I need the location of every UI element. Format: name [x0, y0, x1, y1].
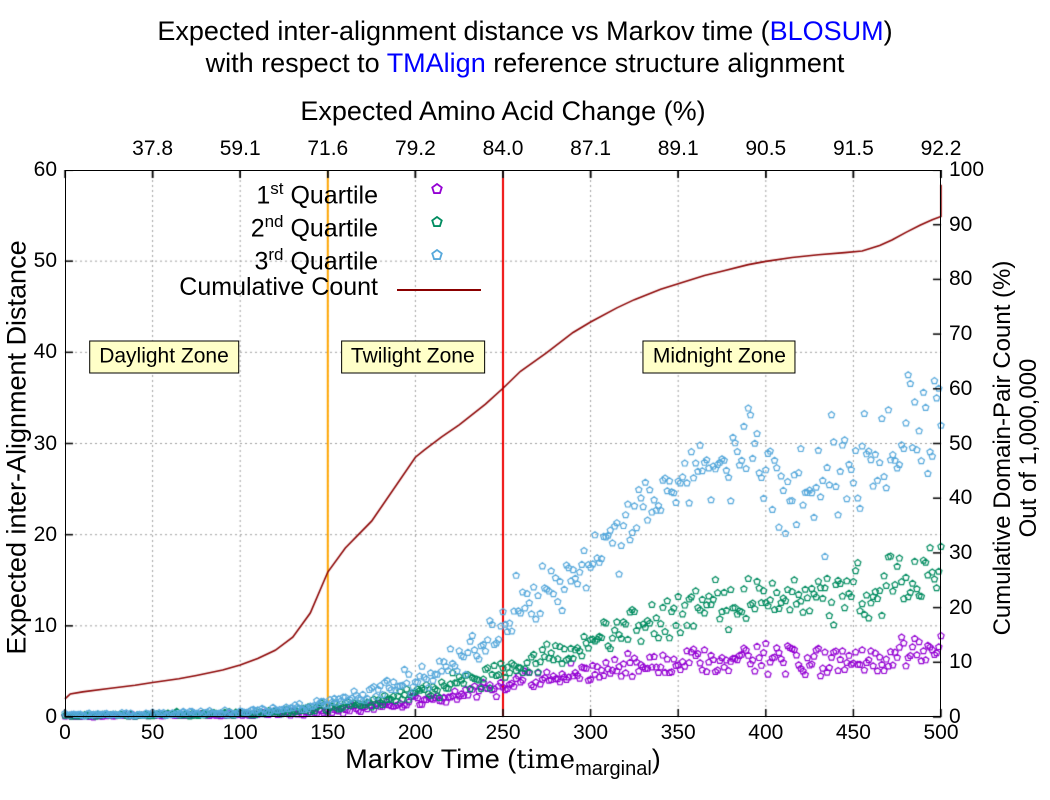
bottom-axis-label-pre: Markov Time ( — [345, 744, 517, 774]
x-axis-tick-label: 250 — [485, 721, 521, 744]
x-axis-tick-label: 500 — [923, 721, 959, 744]
right-axis-label-line2: Out of 1,000,000 — [1015, 358, 1042, 538]
x-axis-tick-label: 150 — [310, 721, 346, 744]
legend-marker-pentagon — [431, 248, 443, 260]
zone-label-twilight: Twilight Zone — [340, 340, 485, 374]
bottom-axis-label-post: ) — [651, 744, 661, 774]
legend-marker-pentagon — [431, 215, 443, 227]
legend-entry-1st-quartile: 1st Quartile — [256, 179, 378, 210]
x-axis-tick-label: 400 — [748, 721, 784, 744]
x-axis-tick-label: 450 — [835, 721, 871, 744]
x-axis-tick-label: 100 — [222, 721, 258, 744]
x-axis-tick-label: 350 — [660, 721, 696, 744]
title-accent-tmalign: TMAlign — [386, 48, 486, 78]
top-axis-tick-label: 71.6 — [307, 137, 349, 160]
right-axis-tick-label: 80 — [949, 267, 973, 291]
top-axis-tick-label: 92.2 — [920, 137, 962, 160]
top-axis-tick-label: 37.8 — [132, 137, 174, 160]
title-text: Expected inter-alignment distance vs Mar… — [157, 16, 770, 46]
title-text: reference structure alignment — [485, 48, 845, 78]
top-axis-tick-label: 91.5 — [832, 137, 874, 160]
right-axis-label-line1: Cumulative Domain-Pair Count (%) — [989, 260, 1016, 636]
right-axis-tick-label: 50 — [949, 431, 973, 455]
legend-entry-2nd-quartile: 2nd Quartile — [250, 212, 378, 243]
legend-entry-cumulative-count: Cumulative Count — [179, 273, 378, 301]
top-axis-tick-label: 90.5 — [745, 137, 787, 160]
chart-title-line2: with respect to TMAlign reference struct… — [0, 48, 1050, 79]
plot-canvas — [59, 170, 947, 727]
bottom-axis-label-subscript: marginal — [575, 758, 652, 780]
left-axis-tick-label: 60 — [33, 158, 57, 181]
left-axis-tick-label: 20 — [33, 522, 57, 546]
right-axis-tick-label: 0 — [949, 705, 961, 728]
top-axis-tick-label: 79.2 — [394, 137, 436, 160]
zone-label-daylight: Daylight Zone — [89, 340, 239, 374]
title-text: ) — [883, 16, 893, 46]
bottom-axis-label: Markov Time (timemarginal) — [0, 744, 1006, 781]
legend-marker-pentagon — [431, 182, 443, 194]
top-axis-tick-label: 59.1 — [219, 137, 261, 160]
right-axis-tick-label: 100 — [949, 158, 985, 181]
zone-label-midnight: Midnight Zone — [642, 340, 796, 374]
chart-title-line1: Expected inter-alignment distance vs Mar… — [0, 16, 1050, 47]
x-axis-tick-label: 50 — [140, 721, 165, 744]
right-axis-tick-label: 60 — [949, 376, 973, 400]
left-axis-tick-label: 50 — [33, 249, 57, 273]
top-axis-tick-label: 87.1 — [570, 137, 612, 160]
right-axis-tick-label: 90 — [949, 212, 973, 236]
right-axis-tick-label: 20 — [949, 595, 973, 619]
right-axis-tick-label: 30 — [949, 540, 973, 564]
right-axis-tick-label: 40 — [949, 486, 973, 510]
legend-entry-3rd-quartile: 3rd Quartile — [254, 245, 378, 276]
left-axis-tick-label: 10 — [33, 613, 57, 637]
title-accent-blosum: BLOSUM — [769, 16, 884, 46]
top-axis-tick-label: 84.0 — [482, 137, 524, 160]
top-axis-tick-label: 89.1 — [657, 137, 699, 160]
x-axis-tick-label: 0 — [59, 721, 71, 744]
bottom-axis-label-time: time — [516, 745, 576, 775]
left-axis-tick-label: 0 — [45, 705, 57, 728]
title-text: with respect to — [205, 48, 387, 78]
right-axis-tick-label: 70 — [949, 322, 973, 346]
top-axis-title: Expected Amino Acid Change (%) — [300, 96, 706, 126]
x-axis-tick-label: 300 — [573, 721, 609, 744]
legend-cumulative-line-sample — [397, 289, 481, 291]
x-axis-tick-label: 200 — [397, 721, 433, 744]
right-axis-tick-label: 10 — [949, 650, 973, 674]
left-axis-tick-label: 40 — [33, 340, 57, 364]
left-axis-tick-label: 30 — [33, 431, 57, 455]
